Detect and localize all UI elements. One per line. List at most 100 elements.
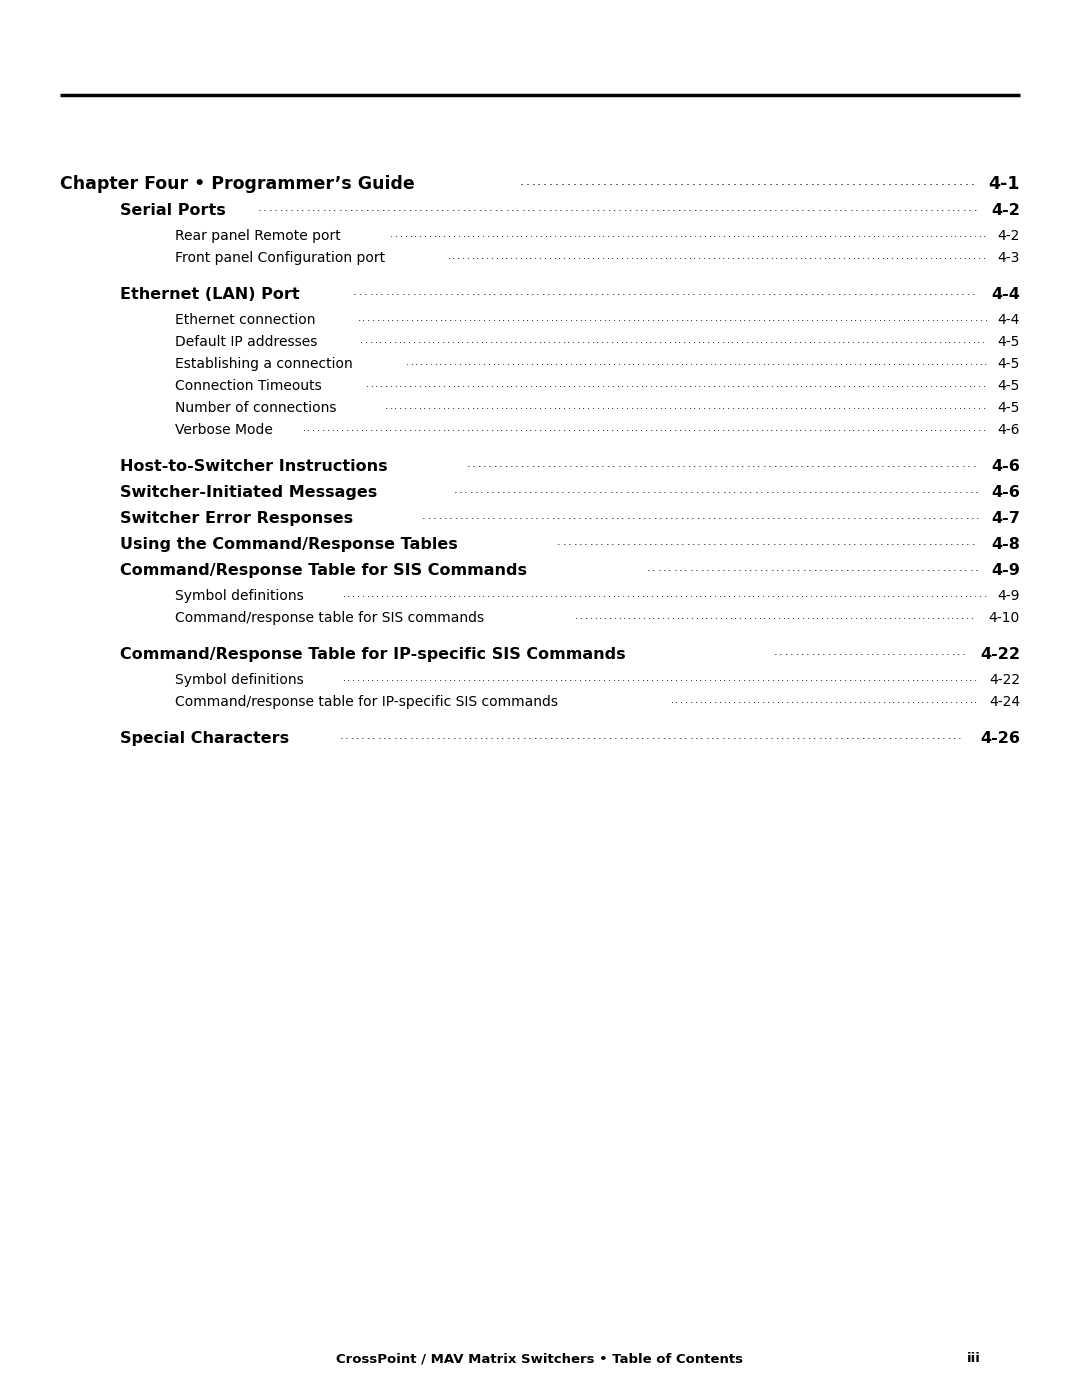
Text: .: . [376,673,379,683]
Text: .: . [651,358,654,367]
Text: .: . [943,563,946,573]
Text: .: . [360,203,364,212]
Text: .: . [354,203,359,212]
Text: .: . [616,335,619,345]
Text: .: . [922,313,926,323]
Text: .: . [897,358,901,367]
Text: .: . [834,203,837,212]
Text: .: . [707,511,711,521]
Text: .: . [916,590,919,599]
Text: .: . [497,673,500,683]
Text: .: . [775,401,779,411]
Text: .: . [772,358,775,367]
Text: .: . [531,460,535,469]
Text: .: . [544,251,548,261]
Text: .: . [648,511,651,521]
Text: .: . [717,485,720,495]
Text: .: . [897,460,901,469]
Text: Command/Response Table for SIS Commands: Command/Response Table for SIS Commands [120,563,527,578]
Text: .: . [345,731,349,740]
Text: .: . [531,358,535,367]
Text: .: . [535,251,538,261]
Text: .: . [895,423,899,433]
Text: .: . [873,694,876,705]
Text: .: . [607,401,610,411]
Text: .: . [448,229,451,239]
Text: .: . [631,251,634,261]
Text: .: . [492,358,496,367]
Text: .: . [543,203,546,212]
Text: .: . [805,423,808,433]
Text: .: . [961,286,964,298]
Text: .: . [812,203,815,212]
Text: .: . [674,401,677,411]
Text: .: . [624,731,629,740]
Text: .: . [717,423,720,433]
Text: .: . [963,379,967,388]
Text: .: . [789,379,793,388]
Text: .: . [512,731,515,740]
Text: .: . [702,511,705,521]
Text: .: . [842,401,846,411]
Text: .: . [370,203,375,212]
Text: .: . [563,335,566,345]
Text: 4-24: 4-24 [989,694,1020,710]
Text: .: . [631,229,635,239]
Text: .: . [771,379,774,388]
Text: .: . [551,313,554,323]
Text: .: . [775,229,779,239]
Text: .: . [553,335,556,345]
Text: .: . [897,673,901,683]
Text: .: . [549,175,553,189]
Text: .: . [438,590,442,599]
Text: .: . [956,358,959,367]
Text: .: . [586,203,590,212]
Text: .: . [811,647,815,657]
Text: .: . [815,511,819,521]
Text: .: . [526,590,529,599]
Text: .: . [394,401,397,411]
Text: .: . [840,731,843,740]
Text: .: . [946,313,949,323]
Text: .: . [852,423,855,433]
Text: .: . [926,379,929,388]
Text: .: . [341,423,345,433]
Text: .: . [770,731,773,740]
Text: .: . [917,511,921,521]
Text: .: . [719,460,724,469]
Text: .: . [680,536,685,548]
Text: .: . [926,694,929,705]
Text: .: . [678,423,681,433]
Text: .: . [586,335,590,345]
Text: .: . [929,286,932,298]
Text: .: . [387,203,391,212]
Text: .: . [346,423,349,433]
Text: .: . [654,335,658,345]
Text: .: . [936,731,941,740]
Text: .: . [878,313,881,323]
Text: .: . [892,460,895,469]
Text: .: . [562,511,566,521]
Text: .: . [473,203,476,212]
Text: .: . [454,358,457,367]
Text: .: . [838,423,841,433]
Text: .: . [580,460,583,469]
Text: .: . [888,694,891,705]
Text: .: . [696,313,699,323]
Text: .: . [815,313,819,323]
Text: .: . [891,379,894,388]
Text: .: . [813,563,816,573]
Text: .: . [867,379,870,388]
Text: .: . [496,229,499,239]
Text: .: . [839,358,842,367]
Text: .: . [525,229,528,239]
Text: .: . [934,335,937,345]
Text: .: . [780,401,783,411]
Text: .: . [589,590,592,599]
Text: .: . [741,335,744,345]
Text: .: . [526,673,529,683]
Text: .: . [913,536,916,548]
Text: .: . [723,485,726,495]
Text: .: . [733,590,737,599]
Text: .: . [672,610,675,622]
